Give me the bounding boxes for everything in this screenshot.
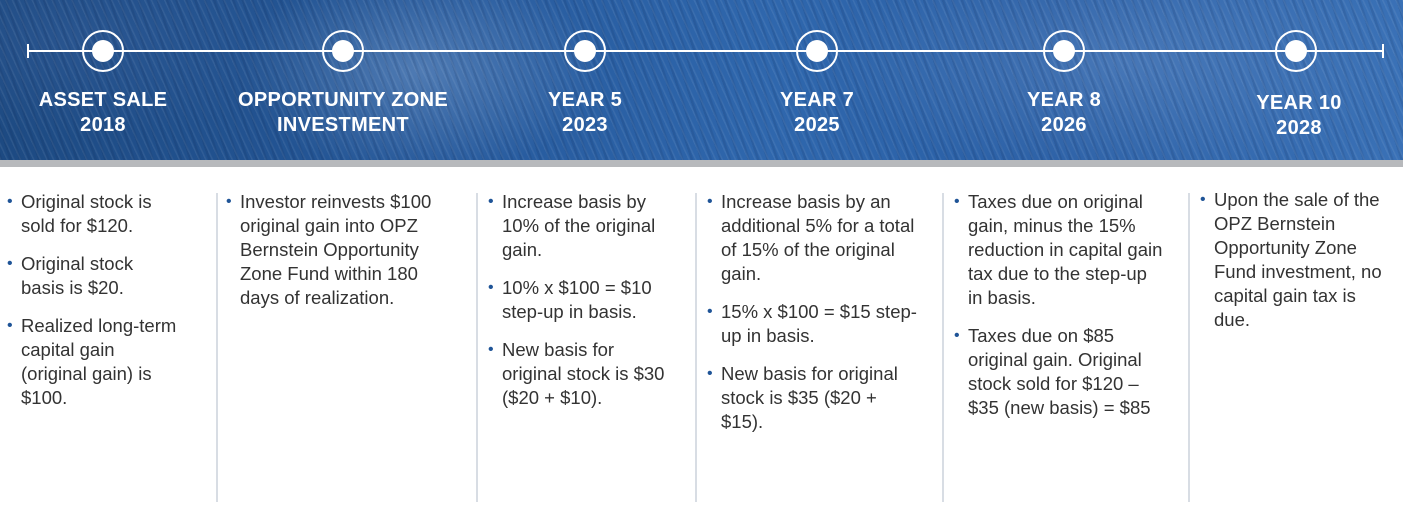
milestone-title: YEAR 10 xyxy=(1256,92,1342,114)
bullet-icon: • xyxy=(7,255,13,272)
bullet-icon: • xyxy=(488,341,494,358)
milestone-subtitle: 2026 xyxy=(1041,114,1087,136)
list-item: • Taxes due on $85 original gain. Origina… xyxy=(954,324,1166,420)
timeline-end-tick xyxy=(1382,44,1384,58)
bullet-text: New basis for original stock is $35 ($20… xyxy=(721,363,898,432)
list-item: • Increase basis by an additional 5% for … xyxy=(707,190,919,286)
column-year-10: • Upon the sale of the OPZ Bernstein Oppo… xyxy=(1200,188,1396,346)
column-year-8: • Taxes due on original gain, minus the 1… xyxy=(954,190,1166,434)
bullet-icon: • xyxy=(707,193,713,210)
bullet-icon: • xyxy=(7,193,13,210)
bullet-icon: • xyxy=(954,193,960,210)
milestone-title: OPPORTUNITY ZONE xyxy=(237,89,449,111)
bullet-text: Taxes due on $85 original gain. Original… xyxy=(968,325,1151,418)
bullet-list: • Increase basis by 10% of the original g… xyxy=(488,190,678,410)
milestone-title: YEAR 7 xyxy=(779,89,855,111)
bullet-list: • Increase basis by an additional 5% for … xyxy=(707,190,919,434)
milestone-title: YEAR 5 xyxy=(547,89,623,111)
timeline-node-year-8 xyxy=(1043,30,1085,72)
bullet-text: 10% x $100 = $10 step-up in basis. xyxy=(502,277,652,322)
list-item: • Increase basis by 10% of the original g… xyxy=(488,190,678,262)
milestone-subtitle: INVESTMENT xyxy=(277,114,409,136)
node-dot-icon xyxy=(574,40,596,62)
list-item: • Original stock basis is $20. xyxy=(7,252,177,300)
timeline-node-year-10 xyxy=(1275,30,1317,72)
bullet-text: Increase basis by 10% of the original ga… xyxy=(502,191,656,260)
node-dot-icon xyxy=(1053,40,1075,62)
bullet-icon: • xyxy=(1200,191,1206,208)
timeline-line xyxy=(28,50,1384,52)
bullet-icon: • xyxy=(707,303,713,320)
milestone-label-year-10: YEAR 10 2028 xyxy=(1256,91,1341,141)
milestone-label-year-7: YEAR 7 2025 xyxy=(780,88,854,138)
bullet-text: Realized long-term capital gain (origina… xyxy=(21,315,177,408)
bullet-text: Increase basis by an additional 5% for a… xyxy=(721,191,915,284)
bullet-text: Original stock is sold for $120. xyxy=(21,191,152,236)
timeline-node-asset-sale xyxy=(82,30,124,72)
milestone-label-year-8: YEAR 8 2026 xyxy=(1027,88,1101,138)
bullet-text: New basis for original stock is $30 ($20… xyxy=(502,339,665,408)
milestone-label-opportunity-zone: OPPORTUNITY ZONE INVESTMENT xyxy=(238,88,448,138)
milestone-title: YEAR 8 xyxy=(1026,89,1102,111)
list-item: • Investor reinvests $100 original gain i… xyxy=(226,190,436,310)
node-dot-icon xyxy=(806,40,828,62)
column-divider xyxy=(1188,193,1190,502)
milestone-title: ASSET SALE xyxy=(38,89,168,111)
bullet-list: • Original stock is sold for $120. • Origi… xyxy=(7,190,177,410)
column-year-5: • Increase basis by 10% of the original g… xyxy=(488,190,678,424)
bullet-list: • Upon the sale of the OPZ Bernstein Oppo… xyxy=(1200,188,1396,332)
bullet-text: Original stock basis is $20. xyxy=(21,253,134,298)
milestone-label-asset-sale: ASSET SALE 2018 xyxy=(39,88,168,138)
bullet-icon: • xyxy=(7,317,13,334)
timeline-node-year-5 xyxy=(564,30,606,72)
list-item: • Original stock is sold for $120. xyxy=(7,190,177,238)
timeline-start-tick xyxy=(27,44,29,58)
bullet-icon: • xyxy=(488,279,494,296)
list-item: • New basis for original stock is $35 ($2… xyxy=(707,362,919,434)
list-item: • Taxes due on original gain, minus the 1… xyxy=(954,190,1166,310)
milestone-label-year-5: YEAR 5 2023 xyxy=(548,88,622,138)
bullet-text: Upon the sale of the OPZ Bernstein Oppor… xyxy=(1214,189,1382,330)
bullet-text: Taxes due on original gain, minus the 15… xyxy=(968,191,1163,308)
timeline-banner xyxy=(0,0,1403,160)
column-asset-sale: • Original stock is sold for $120. • Origi… xyxy=(7,190,177,424)
column-year-7: • Increase basis by an additional 5% for … xyxy=(707,190,919,448)
bullet-icon: • xyxy=(954,327,960,344)
milestone-subtitle: 2023 xyxy=(562,114,608,136)
node-dot-icon xyxy=(332,40,354,62)
bullet-text: 15% x $100 = $15 step-up in basis. xyxy=(721,301,917,346)
banner-bottom-strip xyxy=(0,160,1403,167)
bullet-icon: • xyxy=(226,193,232,210)
milestone-subtitle: 2018 xyxy=(80,114,126,136)
bullet-text: Investor reinvests $100 original gain in… xyxy=(240,191,432,308)
column-divider xyxy=(942,193,944,502)
column-divider xyxy=(695,193,697,502)
list-item: • Realized long-term capital gain (origin… xyxy=(7,314,177,410)
bullet-list: • Investor reinvests $100 original gain i… xyxy=(226,190,436,310)
column-opportunity-zone: • Investor reinvests $100 original gain i… xyxy=(226,190,436,324)
column-divider xyxy=(216,193,218,502)
node-dot-icon xyxy=(1285,40,1307,62)
bullet-icon: • xyxy=(707,365,713,382)
list-item: • 15% x $100 = $15 step-up in basis. xyxy=(707,300,919,348)
milestone-subtitle: 2025 xyxy=(794,114,840,136)
node-dot-icon xyxy=(92,40,114,62)
list-item: • New basis for original stock is $30 ($2… xyxy=(488,338,678,410)
bullet-icon: • xyxy=(488,193,494,210)
timeline-node-year-7 xyxy=(796,30,838,72)
column-divider xyxy=(476,193,478,502)
list-item: • 10% x $100 = $10 step-up in basis. xyxy=(488,276,678,324)
bullet-list: • Taxes due on original gain, minus the 1… xyxy=(954,190,1166,420)
milestone-subtitle: 2028 xyxy=(1276,117,1322,139)
timeline-node-opportunity-zone xyxy=(322,30,364,72)
list-item: • Upon the sale of the OPZ Bernstein Oppo… xyxy=(1200,188,1396,332)
